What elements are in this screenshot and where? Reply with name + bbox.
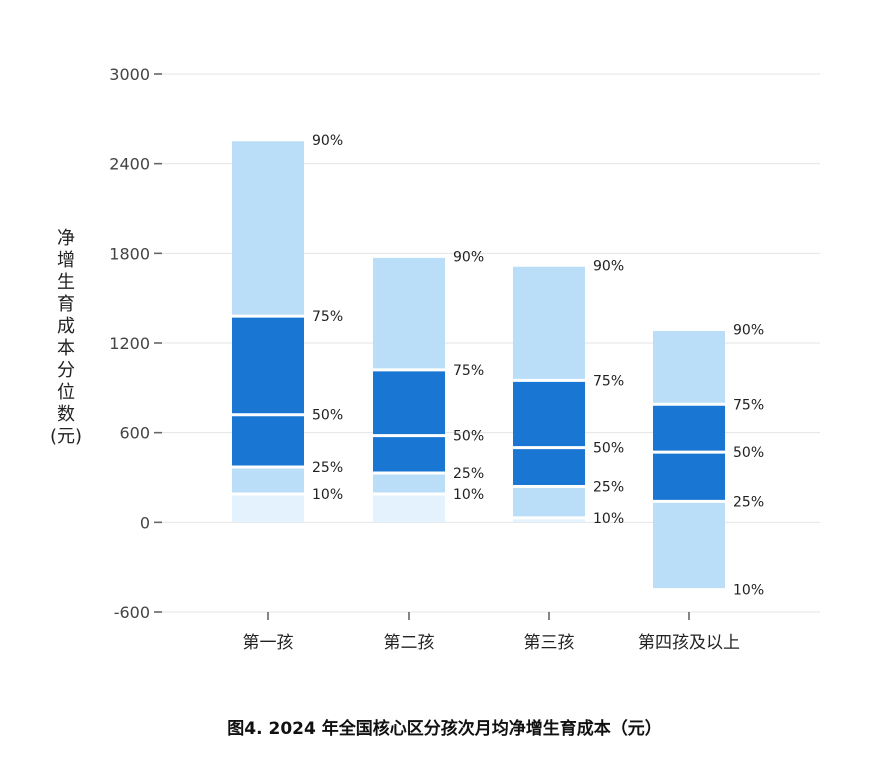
- percentile-label: 25%: [733, 494, 764, 510]
- bar-segment-p25-p50: [232, 414, 304, 468]
- y-tick-label: 600: [119, 424, 150, 443]
- percentile-label: 90%: [733, 323, 764, 339]
- bar-segment-0-p10: [373, 493, 445, 523]
- bar-segment-0-p10: [232, 493, 304, 523]
- percentile-label: 10%: [593, 511, 624, 527]
- percentile-label: 25%: [593, 479, 624, 495]
- percentile-label: 90%: [593, 258, 624, 274]
- percentile-label: 25%: [453, 466, 484, 482]
- y-tick-label: 3000: [109, 65, 150, 84]
- bar-segment-p50-p75: [513, 380, 585, 448]
- bar-segment-0-p10: [513, 517, 585, 523]
- bar-segment-p10-p25: [513, 486, 585, 518]
- y-axis-label-char: 位: [57, 382, 75, 403]
- y-axis-label-char: 生: [57, 272, 75, 293]
- y-axis-label: 净增生育成本分位数 (元): [48, 228, 84, 448]
- chart-title: 图4. 2024 年全国核心区分孩次月均净增生育成本（元）: [227, 719, 662, 739]
- y-axis-label-char: 成: [57, 316, 75, 337]
- percentile-label: 50%: [733, 445, 764, 461]
- y-axis-label-char: 分: [57, 360, 75, 381]
- percentile-bar-chart: 3000 2400 1800 1200 600 0 -600 10% 25% 50% 75% 90%…: [109, 65, 820, 653]
- bar-segment-p10-p25: [653, 501, 725, 590]
- percentile-label: 10%: [733, 583, 764, 599]
- percentile-label: 10%: [312, 487, 343, 503]
- percentile-label: 10%: [453, 487, 484, 503]
- category-label: 第三孩: [524, 633, 575, 653]
- bars: [232, 138, 725, 592]
- bar-segment-p10-p25: [373, 473, 445, 494]
- bar-segment-p50-p75: [232, 316, 304, 415]
- category-label: 第四孩及以上: [638, 633, 740, 653]
- percentile-label: 75%: [733, 397, 764, 413]
- y-tick-label: 2400: [109, 155, 150, 174]
- category-label: 第二孩: [384, 633, 435, 653]
- bar-segment-p50-p75: [373, 369, 445, 436]
- y-axis-label-char: (元): [49, 426, 83, 447]
- percentile-label: 75%: [312, 309, 343, 325]
- percentile-label: 25%: [312, 460, 343, 476]
- percentile-label: 90%: [312, 133, 343, 149]
- bar-segment-p25-p50: [513, 447, 585, 487]
- percentile-label: 90%: [453, 249, 484, 265]
- bar-segment-p75-p90: [232, 139, 304, 317]
- y-tick-label: -600: [114, 603, 150, 622]
- x-axis-categories: 第一孩 第二孩 第三孩 第四孩及以上: [243, 633, 741, 653]
- category-label: 第一孩: [243, 633, 294, 653]
- percentile-label: 75%: [453, 363, 484, 379]
- y-axis-label-char: 净: [57, 228, 75, 249]
- y-axis: 3000 2400 1800 1200 600 0 -600: [109, 65, 690, 622]
- percentile-label: 75%: [593, 373, 624, 389]
- y-tick-label: 1200: [109, 334, 150, 353]
- bar-segment-p10-p25: [232, 467, 304, 494]
- bar-segment-p25-p50: [373, 435, 445, 474]
- bar-segment-p75-p90: [653, 329, 725, 405]
- percentile-label: 50%: [453, 429, 484, 445]
- y-tick-label: 0: [140, 513, 150, 532]
- percentile-labels: 10% 25% 50% 75% 90% 10% 25% 50% 75% 90% 10% 25% 50% 7…: [312, 133, 764, 599]
- bar-segment-p25-p50: [653, 452, 725, 502]
- bar-segment-p50-p75: [653, 404, 725, 453]
- y-axis-label-char: 本: [57, 338, 75, 359]
- percentile-label: 50%: [593, 441, 624, 457]
- percentile-label: 50%: [312, 408, 343, 424]
- y-axis-label-char: 育: [57, 294, 75, 315]
- bar-segment-p75-p90: [373, 256, 445, 370]
- y-axis-label-char: 增: [57, 250, 75, 271]
- y-tick-label: 1800: [109, 244, 150, 263]
- y-axis-label-char: 数: [57, 404, 75, 425]
- bar-segment-p75-p90: [513, 265, 585, 381]
